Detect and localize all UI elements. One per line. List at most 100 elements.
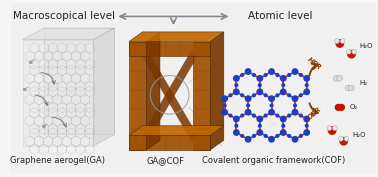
Polygon shape (93, 28, 115, 146)
Polygon shape (129, 42, 146, 150)
Polygon shape (129, 135, 210, 150)
Text: OER: OER (307, 106, 323, 121)
Circle shape (333, 126, 337, 131)
Circle shape (304, 130, 310, 135)
Circle shape (269, 69, 274, 74)
Circle shape (257, 116, 262, 122)
Circle shape (276, 114, 279, 117)
Text: e⁻: e⁻ (23, 87, 30, 92)
Circle shape (352, 49, 356, 54)
Circle shape (241, 135, 243, 137)
Circle shape (292, 96, 298, 101)
Circle shape (253, 135, 255, 137)
Circle shape (345, 85, 351, 91)
Text: H₂: H₂ (359, 80, 367, 86)
Circle shape (259, 84, 261, 87)
Circle shape (304, 76, 310, 81)
Circle shape (245, 137, 251, 142)
Circle shape (241, 74, 243, 76)
Circle shape (235, 84, 238, 87)
Circle shape (299, 114, 302, 117)
Circle shape (253, 94, 255, 97)
Circle shape (264, 114, 267, 117)
Text: GA@COF: GA@COF (147, 156, 185, 165)
Circle shape (337, 75, 342, 81)
Circle shape (229, 114, 232, 117)
Circle shape (223, 104, 226, 107)
Circle shape (253, 74, 255, 76)
Circle shape (346, 49, 351, 54)
Circle shape (257, 76, 262, 81)
Circle shape (305, 124, 308, 127)
Polygon shape (23, 28, 115, 40)
Circle shape (280, 89, 286, 95)
Circle shape (304, 89, 310, 95)
Circle shape (299, 74, 302, 76)
Text: Covalent organic framework(COF): Covalent organic framework(COF) (203, 156, 346, 165)
Circle shape (344, 136, 349, 141)
Polygon shape (210, 32, 224, 150)
Polygon shape (44, 28, 115, 135)
Circle shape (276, 94, 279, 97)
Circle shape (340, 138, 347, 145)
Polygon shape (146, 32, 160, 150)
Circle shape (299, 135, 302, 137)
Circle shape (292, 110, 298, 115)
Text: e⁻: e⁻ (41, 124, 48, 129)
Circle shape (328, 127, 336, 134)
Text: Macroscopical level: Macroscopical level (13, 11, 115, 21)
Circle shape (222, 96, 227, 101)
Circle shape (269, 96, 274, 101)
Circle shape (257, 130, 262, 135)
Circle shape (245, 69, 251, 74)
Circle shape (348, 85, 354, 91)
Circle shape (241, 114, 243, 117)
Polygon shape (129, 42, 210, 56)
Circle shape (264, 74, 267, 76)
Circle shape (264, 94, 267, 97)
Circle shape (333, 75, 339, 81)
Circle shape (234, 76, 239, 81)
Circle shape (259, 124, 261, 127)
Circle shape (269, 110, 274, 115)
Circle shape (253, 114, 255, 117)
Circle shape (245, 96, 251, 101)
Circle shape (335, 104, 341, 110)
Polygon shape (23, 40, 93, 146)
Circle shape (335, 39, 339, 44)
Circle shape (294, 104, 296, 107)
Polygon shape (193, 42, 210, 150)
Circle shape (288, 114, 290, 117)
Polygon shape (129, 32, 224, 42)
Circle shape (280, 130, 286, 135)
Circle shape (280, 76, 286, 81)
Circle shape (247, 104, 249, 107)
Text: H₂O: H₂O (359, 43, 373, 49)
Text: H₂O: H₂O (352, 132, 366, 138)
Circle shape (235, 124, 238, 127)
Text: Graphene aerogel(GA): Graphene aerogel(GA) (10, 156, 105, 165)
Circle shape (288, 135, 290, 137)
Circle shape (339, 136, 343, 141)
Circle shape (234, 116, 239, 122)
Circle shape (288, 74, 290, 76)
Polygon shape (129, 126, 224, 135)
Text: O₂: O₂ (350, 104, 358, 110)
Circle shape (245, 110, 251, 115)
Circle shape (257, 89, 262, 95)
Circle shape (327, 126, 332, 131)
Circle shape (282, 84, 285, 87)
Circle shape (340, 39, 345, 44)
Circle shape (276, 135, 279, 137)
Circle shape (234, 89, 239, 95)
Text: Atomic level: Atomic level (248, 11, 312, 21)
Circle shape (276, 74, 279, 76)
Circle shape (234, 130, 239, 135)
Circle shape (299, 94, 302, 97)
Circle shape (270, 104, 273, 107)
Text: e⁻: e⁻ (29, 60, 36, 65)
Circle shape (339, 104, 344, 110)
Circle shape (305, 84, 308, 87)
Circle shape (229, 94, 232, 97)
Circle shape (280, 116, 286, 122)
